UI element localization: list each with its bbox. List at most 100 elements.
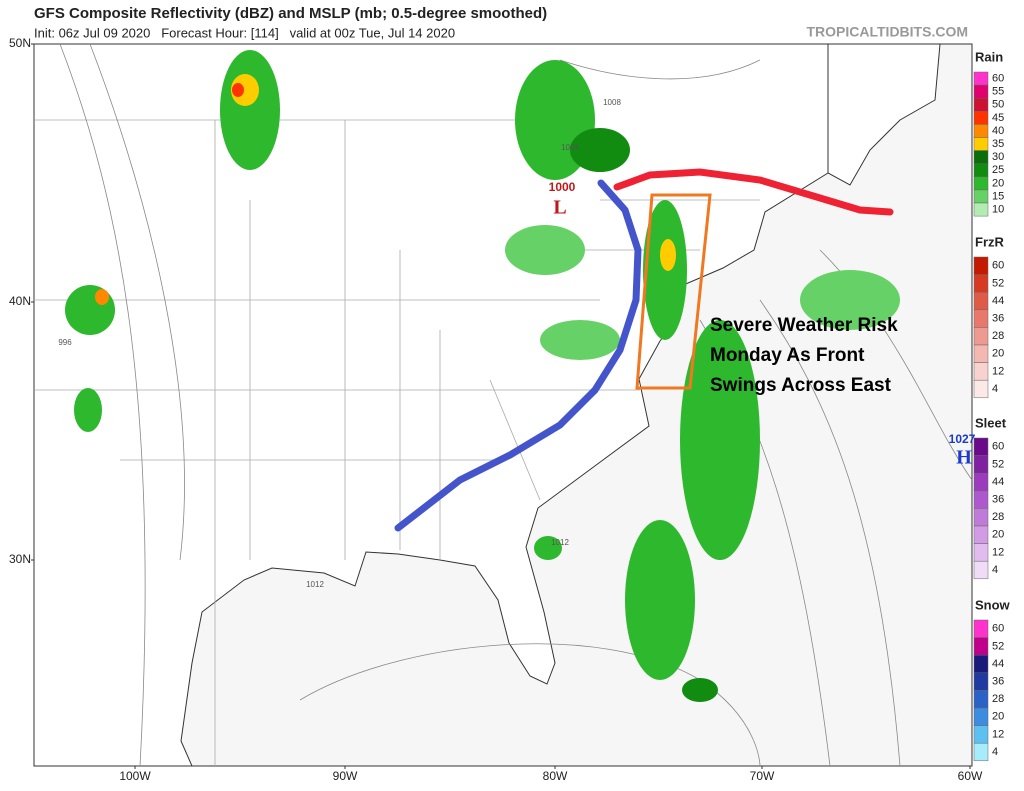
- legend-level: 60: [992, 260, 1004, 272]
- pressure-label: 1000: [549, 180, 576, 194]
- legend-level: 28: [992, 330, 1004, 342]
- high-center: H: [956, 447, 972, 469]
- legend-swatch: [973, 725, 989, 744]
- canada-maritimes: [827, 43, 941, 186]
- legend-level: 15: [992, 190, 1004, 202]
- legend-level: 60: [992, 72, 1004, 84]
- legend-swatch: [973, 707, 989, 726]
- legend-swatch: [973, 543, 989, 562]
- legend-title: Snow: [975, 597, 1011, 612]
- title: GFS Composite Reflectivity (dBZ) and MSL…: [34, 5, 547, 22]
- lon-label: 70W: [750, 769, 775, 783]
- legend-level: 36: [992, 313, 1004, 325]
- legend-level: 45: [992, 112, 1004, 124]
- legend-level: 20: [992, 177, 1004, 189]
- legend-swatch: [973, 111, 989, 125]
- legend-level: 4: [992, 383, 998, 395]
- lat-label: 50N: [9, 36, 31, 50]
- legend-swatch: [973, 619, 989, 638]
- legend-level: 36: [992, 676, 1004, 688]
- legend-level: 50: [992, 99, 1004, 111]
- lon-label: 90W: [333, 769, 358, 783]
- legend-level: 20: [992, 529, 1004, 541]
- legend-level: 52: [992, 458, 1004, 470]
- legend-swatch: [973, 124, 989, 138]
- legend-level: 35: [992, 138, 1004, 150]
- legend-swatch: [973, 437, 989, 456]
- legend-swatch: [973, 637, 989, 656]
- low-center: L: [553, 197, 566, 219]
- legend-level: 28: [992, 511, 1004, 523]
- legend-swatch: [973, 344, 989, 363]
- legend-level: 60: [992, 623, 1004, 635]
- precipitation: [65, 50, 900, 702]
- legend-swatch: [973, 84, 989, 99]
- lat-label: 40N: [9, 294, 31, 308]
- legend-title: FrzR: [975, 234, 1005, 249]
- lon-label: 60W: [958, 769, 983, 783]
- legend-swatch: [973, 455, 989, 474]
- legend-title: Sleet: [975, 415, 1007, 430]
- map: 1000 1008 1004 1012 1012 996 1027 L H Se…: [33, 43, 976, 767]
- legend-swatch: [973, 291, 989, 311]
- subtitle: Init: 06z Jul 09 2020 Forecast Hour: [11…: [34, 25, 455, 40]
- legend-level: 44: [992, 295, 1004, 307]
- legend-swatch: [973, 189, 989, 204]
- legend-swatch: [973, 274, 989, 293]
- legend-swatch: [973, 379, 989, 399]
- legend-level: 25: [992, 164, 1004, 176]
- legend-swatch: [973, 327, 989, 346]
- annotation-line: Swings Across East: [710, 375, 892, 396]
- pressure-label: 1027: [949, 432, 976, 446]
- cold-front: [394, 179, 642, 532]
- legend-level: 44: [992, 658, 1004, 670]
- legend-title: Rain: [975, 49, 1003, 64]
- legend-swatch: [973, 176, 989, 191]
- axis-labels: 50N 40N 30N 100W 90W 80W 70W 60W: [9, 36, 983, 783]
- legend-swatch: [973, 163, 989, 178]
- legend-level: 4: [992, 564, 998, 576]
- risk-box: [635, 193, 712, 390]
- lon-label: 80W: [543, 769, 568, 783]
- pressure-label: 996: [58, 338, 72, 347]
- warm-front: [613, 168, 894, 216]
- legend-swatch: [973, 654, 989, 674]
- legend-swatch: [973, 742, 989, 762]
- legend-level: 12: [992, 546, 1004, 558]
- legend-level: 20: [992, 348, 1004, 360]
- legend-swatch: [973, 362, 989, 381]
- pressure-label: 1008: [603, 98, 621, 107]
- legend-level: 4: [992, 746, 998, 758]
- legend-level: 60: [992, 441, 1004, 453]
- legend-swatch: [973, 508, 989, 527]
- legend-level: 40: [992, 125, 1004, 137]
- legend-swatch: [973, 202, 989, 217]
- legend-swatch: [973, 137, 989, 151]
- legend-swatch: [973, 560, 989, 580]
- legend-level: 20: [992, 711, 1004, 723]
- legends: Rain6055504540353025201510FrzR6052443628…: [973, 49, 1011, 762]
- legend-swatch: [973, 672, 989, 691]
- legend-level: 28: [992, 693, 1004, 705]
- legend-level: 36: [992, 494, 1004, 506]
- lon-label: 100W: [119, 769, 151, 783]
- legend-level: 12: [992, 365, 1004, 377]
- lat-label: 30N: [9, 552, 31, 566]
- legend-swatch: [973, 150, 989, 164]
- legend-swatch: [973, 309, 989, 328]
- legend-level: 12: [992, 728, 1004, 740]
- legend-swatch: [973, 525, 989, 544]
- legend-swatch: [973, 256, 989, 275]
- legend-level: 10: [992, 203, 1004, 215]
- annotation-line: Monday As Front: [710, 345, 865, 366]
- legend-swatch: [973, 472, 989, 492]
- legend-level: 44: [992, 476, 1004, 488]
- legend-level: 30: [992, 151, 1004, 163]
- legend-swatch: [973, 690, 989, 709]
- pressure-label: 1012: [551, 538, 569, 547]
- legend-swatch: [973, 71, 989, 86]
- brand: TROPICALTIDBITS.COM: [806, 24, 968, 40]
- legend-swatch: [973, 490, 989, 509]
- legend-level: 52: [992, 277, 1004, 289]
- legend-swatch: [973, 97, 989, 112]
